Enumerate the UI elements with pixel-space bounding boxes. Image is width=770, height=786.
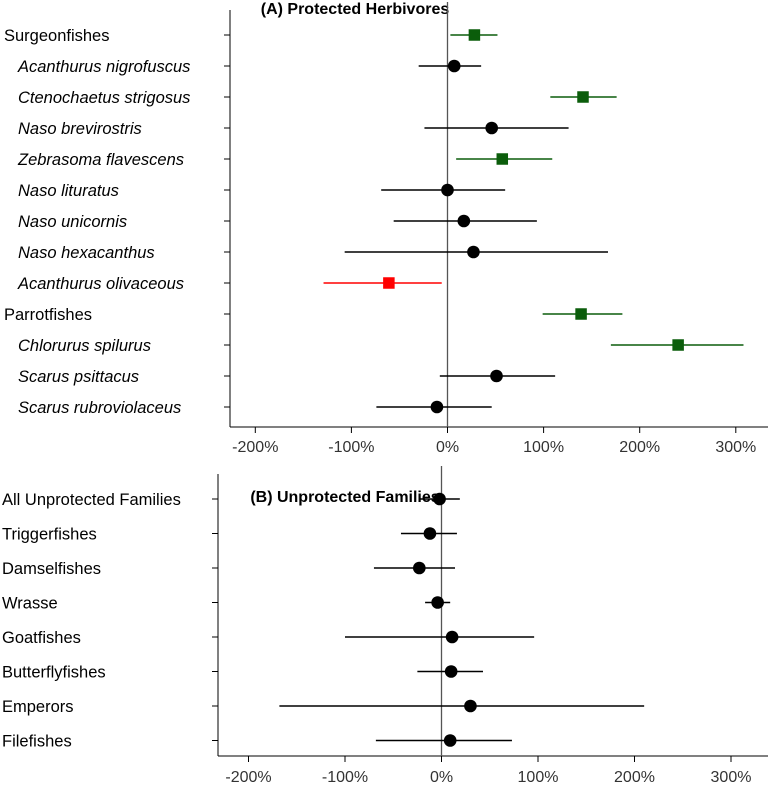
estimate-point [430,400,444,414]
x-tick-label: -100% [322,769,368,786]
panel-protected-herbivores: (A) Protected Herbivores -200% -100% 0% 100… [4,1,768,456]
row-label: Emperors [2,698,74,716]
row-label: Damselfishes [2,560,101,578]
row-label: Wrasse [2,595,58,613]
row-label: Naso lituratus [18,182,119,200]
estimate-point [672,339,684,351]
row-label: Naso unicornis [18,213,127,231]
estimate-point [457,214,471,228]
row-label: Parrotfishes [4,306,92,324]
estimate-point [485,121,499,135]
row-label: Acanthurus olivaceous [17,275,184,293]
x-tick-label: 300% [711,769,752,786]
estimate-point [444,665,458,678]
row-label: Butterflyfishes [2,664,106,682]
row-label: Naso brevirostris [18,120,142,138]
row-label: Zebrasoma flavescens [17,151,184,169]
x-tick-label: 100% [523,439,564,456]
x-tick-label: -200% [232,439,278,456]
x-tick-label: 200% [619,439,660,456]
estimate-point [575,308,587,320]
x-tick-label: 200% [614,769,655,786]
row-label: Ctenochaetus strigosus [18,89,190,107]
estimate-point [496,153,509,165]
row-label: Naso hexacanthus [18,244,155,262]
estimate-point [447,59,461,73]
x-tick-label: -200% [225,769,271,786]
x-tick-label: 0% [430,769,453,786]
estimate-point [468,29,481,41]
row-label: Filefishes [2,733,72,751]
estimate-point [443,734,457,747]
row-label: Scarus psittacus [18,368,139,386]
estimate-point [423,527,437,540]
x-tick-label: -100% [328,439,374,456]
row-label: Scarus rubroviolaceus [18,399,181,417]
row-label: Triggerfishes [2,526,97,544]
estimate-point [433,492,446,506]
row-label: Chlorurus spilurus [18,337,151,355]
estimate-point [490,369,503,383]
row-label: All Unprotected Families [2,491,181,509]
estimate-point [431,596,444,609]
row-label: Acanthurus nigrofuscus [17,58,190,76]
estimate-point [441,183,454,197]
panel-unprotected-families: (B) Unprotected Families -200% -100% 0% 100… [2,466,768,786]
estimate-point [383,277,395,289]
estimate-point [464,699,477,713]
estimate-point [577,91,589,103]
row-label: Surgeonfishes [4,27,110,45]
x-tick-label: 300% [715,439,756,456]
panel-title-unprotected: (B) Unprotected Families [250,489,439,506]
estimate-point [413,561,426,575]
estimate-point [467,245,480,259]
row-label: Goatfishes [2,629,81,647]
x-tick-label: 100% [518,769,559,786]
estimate-point [445,630,459,644]
panel-title-protected: (A) Protected Herbivores [261,1,450,18]
x-tick-label: 0% [436,439,459,456]
